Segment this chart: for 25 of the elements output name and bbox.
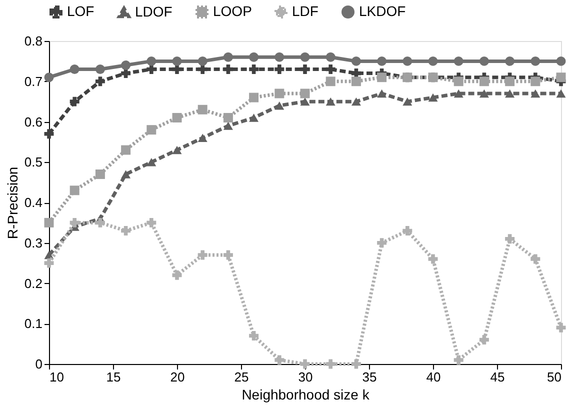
x-tick-label: 40 <box>426 370 441 384</box>
y-tick-label: 0.4 <box>24 195 42 210</box>
legend-label: LKDOF <box>359 3 406 19</box>
x-tick-label: 10 <box>50 370 64 384</box>
y-tick-label: 0.5 <box>24 154 42 170</box>
x-tick-label: 15 <box>106 370 121 384</box>
legend-label: LDF <box>292 3 318 19</box>
x-tick-label: 35 <box>362 370 377 384</box>
legend-label: LOOP <box>213 3 252 19</box>
y-tick-label: 0.6 <box>24 114 42 130</box>
legend-label: LDOF <box>135 3 172 20</box>
x-tick-label: 45 <box>490 370 505 384</box>
y-tick-label: 0.2 <box>24 276 42 291</box>
legend-label: LOF <box>67 3 94 19</box>
y-tick-label: 0.7 <box>24 74 42 89</box>
y-axis-title: R-Precision <box>4 166 20 240</box>
y-tick-label: 0.1 <box>24 316 42 332</box>
y-tick-label: 0 <box>35 356 42 372</box>
x-tick-label: 25 <box>234 370 249 384</box>
x-axis-title: Neighborhood size k <box>242 386 370 402</box>
x-tick-label: 50 <box>547 370 562 384</box>
x-tick-label: 20 <box>170 370 185 384</box>
y-tick-label: 0.3 <box>24 235 42 250</box>
y-tick-label: 0.8 <box>24 34 42 48</box>
x-tick-label: 30 <box>298 370 313 384</box>
